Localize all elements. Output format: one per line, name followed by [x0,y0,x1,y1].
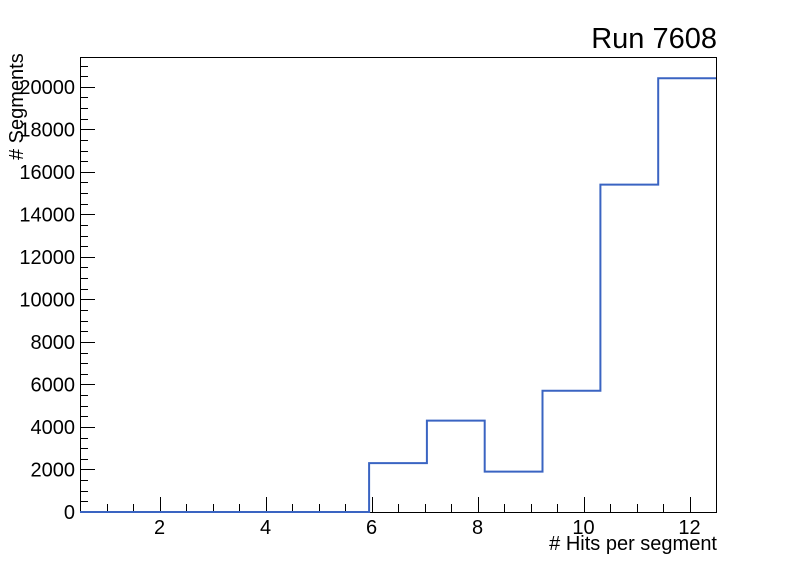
y-tick-label: 2000 [31,459,76,481]
y-tick-label: 18000 [19,119,75,141]
x-tick-label: 10 [572,517,594,539]
y-tick-label: 6000 [31,374,76,396]
y-tick-label: 4000 [31,417,76,439]
x-tick-label: 2 [154,517,165,539]
x-tick-label: 8 [472,517,483,539]
y-tick-label: 20000 [19,77,75,99]
y-tick-label: 10000 [19,289,75,311]
y-tick-label: 0 [64,502,75,524]
x-tick-label: 12 [678,517,700,539]
y-tick-label: 12000 [19,247,75,269]
x-axis-title: # Hits per segment [549,533,717,555]
histogram-series-line [80,77,716,513]
x-tick-label: 6 [366,517,377,539]
y-tick-label: 16000 [19,162,75,184]
chart-title: Run 7608 [591,23,717,55]
x-tick-label: 4 [260,517,271,539]
y-tick-label: 14000 [19,204,75,226]
plot-frame [80,57,717,513]
y-tick-label: 8000 [31,332,76,354]
